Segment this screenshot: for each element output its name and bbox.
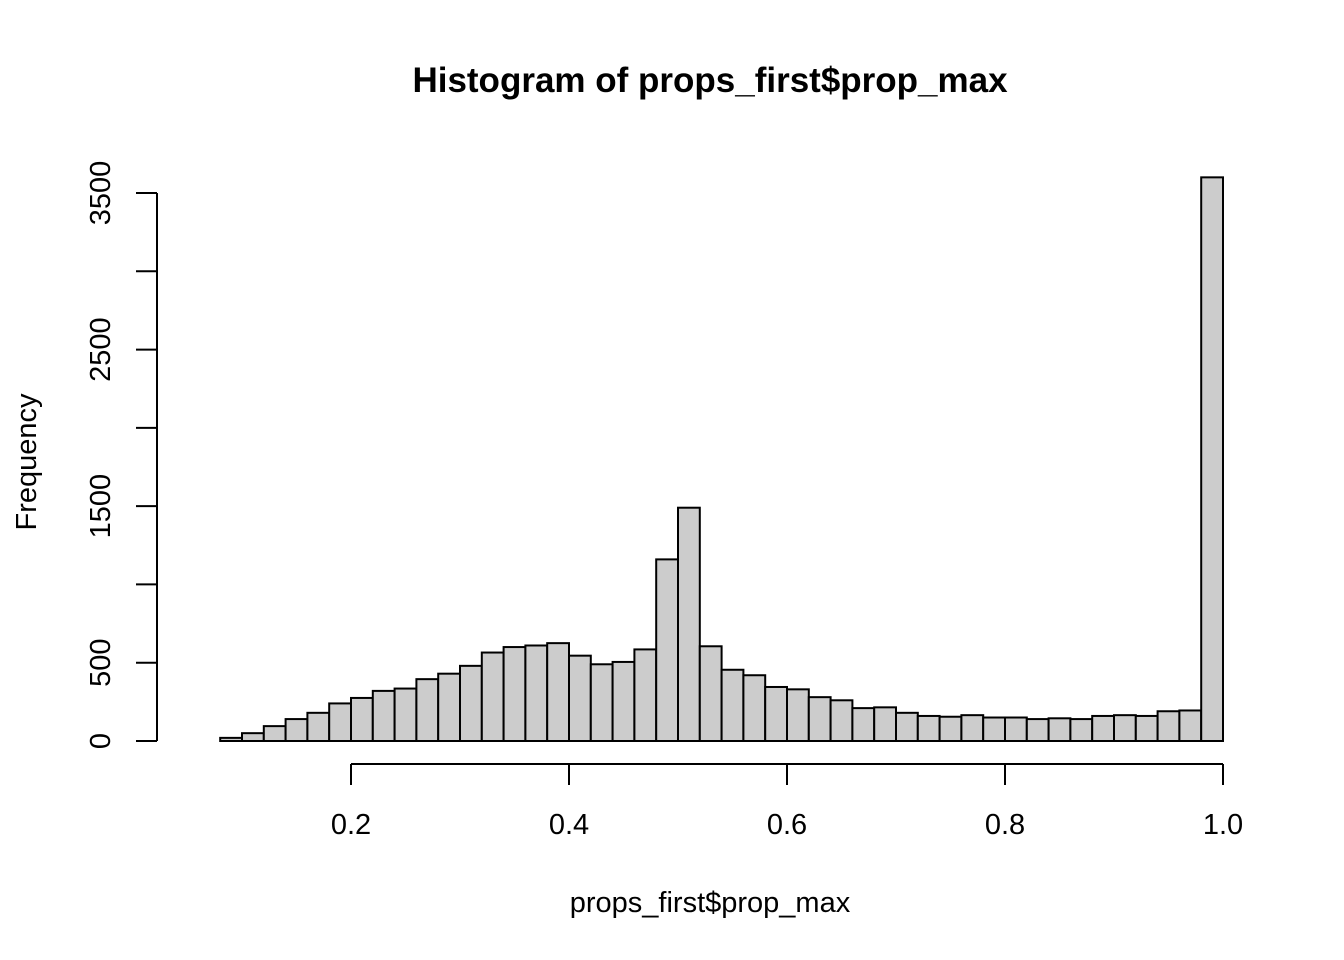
histogram-bar bbox=[1113, 714, 1137, 743]
histogram-bar bbox=[873, 706, 898, 743]
histogram-bars bbox=[219, 176, 1224, 743]
x-tick-label: 0.8 bbox=[985, 809, 1025, 841]
histogram-bar bbox=[459, 664, 483, 742]
histogram-bar bbox=[916, 714, 941, 742]
histogram-bar bbox=[524, 644, 549, 743]
histogram-bar bbox=[371, 689, 396, 742]
x-tick-label: 0.4 bbox=[549, 809, 589, 841]
y-tick-label: 0 bbox=[85, 733, 117, 749]
histogram-bar bbox=[1091, 714, 1115, 742]
histogram-bar bbox=[350, 696, 374, 742]
histogram-bar bbox=[1047, 717, 1072, 743]
x-tick-label: 0.2 bbox=[331, 809, 371, 841]
histogram-bar bbox=[655, 558, 680, 742]
y-tick-label: 2500 bbox=[85, 317, 117, 382]
histogram-bar bbox=[502, 646, 527, 742]
histogram-bar bbox=[677, 506, 701, 742]
histogram-bar bbox=[960, 714, 985, 743]
histogram-bar bbox=[1025, 718, 1050, 742]
histogram-bar bbox=[393, 687, 418, 743]
histogram-bar bbox=[698, 645, 723, 742]
histogram-bar bbox=[241, 732, 265, 743]
histogram-bar bbox=[851, 707, 876, 742]
histogram-bar bbox=[1004, 716, 1028, 743]
histogram-bar bbox=[720, 668, 745, 742]
y-axis-label: Frequency bbox=[11, 393, 43, 531]
histogram-bar bbox=[306, 711, 331, 742]
histogram-bar bbox=[829, 699, 854, 743]
chart-title: Histogram of props_first$prop_max bbox=[412, 61, 1008, 100]
histogram-bar bbox=[807, 696, 832, 742]
histogram-bar bbox=[589, 663, 614, 742]
histogram-bar bbox=[328, 702, 353, 743]
histogram-bar bbox=[611, 660, 636, 742]
y-tick-label: 3500 bbox=[85, 161, 117, 226]
y-tick-label: 500 bbox=[85, 639, 117, 687]
histogram-bar bbox=[633, 648, 658, 743]
histogram-bar bbox=[219, 736, 243, 742]
y-tick-label: 1500 bbox=[85, 474, 117, 539]
histogram-bar bbox=[546, 642, 571, 742]
histogram-bar bbox=[437, 672, 462, 743]
histogram-bar bbox=[786, 688, 810, 743]
histogram-bar bbox=[1200, 176, 1224, 742]
x-axis: 0.2 0.4 0.6 0.8 1.0 bbox=[331, 763, 1243, 841]
histogram-bar bbox=[1178, 709, 1203, 743]
x-tick-label: 1.0 bbox=[1203, 809, 1243, 841]
histogram-bar bbox=[938, 715, 963, 742]
histogram-bar bbox=[742, 674, 767, 742]
histogram-bar bbox=[480, 651, 505, 743]
histogram-bar bbox=[895, 711, 919, 742]
y-axis: 0 500 1500 2500 3500 bbox=[85, 161, 158, 749]
x-axis-label: props_first$prop_max bbox=[570, 887, 851, 919]
x-tick-label: 0.6 bbox=[767, 809, 807, 841]
histogram-bar bbox=[1134, 714, 1159, 742]
histogram-bar bbox=[764, 685, 789, 742]
histogram-bar bbox=[1069, 718, 1094, 742]
histogram-bar bbox=[982, 716, 1007, 743]
histogram-bar bbox=[568, 654, 592, 743]
histogram-bar bbox=[262, 725, 287, 743]
histogram-bar bbox=[284, 718, 309, 742]
histogram-bar bbox=[1156, 710, 1181, 743]
histogram-bar bbox=[415, 678, 440, 742]
